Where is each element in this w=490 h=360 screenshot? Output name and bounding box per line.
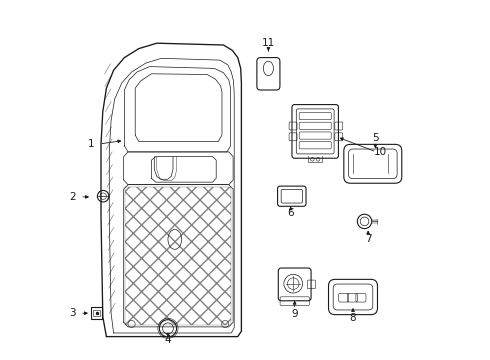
Text: 11: 11	[262, 38, 275, 48]
Text: 2: 2	[69, 192, 75, 202]
Text: 3: 3	[69, 308, 75, 318]
Text: 10: 10	[373, 147, 387, 157]
Text: 9: 9	[292, 309, 298, 319]
Text: 5: 5	[372, 132, 379, 143]
Text: 7: 7	[365, 234, 371, 244]
Text: 8: 8	[350, 312, 356, 323]
Text: 6: 6	[288, 208, 294, 218]
Text: 1: 1	[88, 139, 95, 149]
Text: 4: 4	[165, 335, 172, 345]
